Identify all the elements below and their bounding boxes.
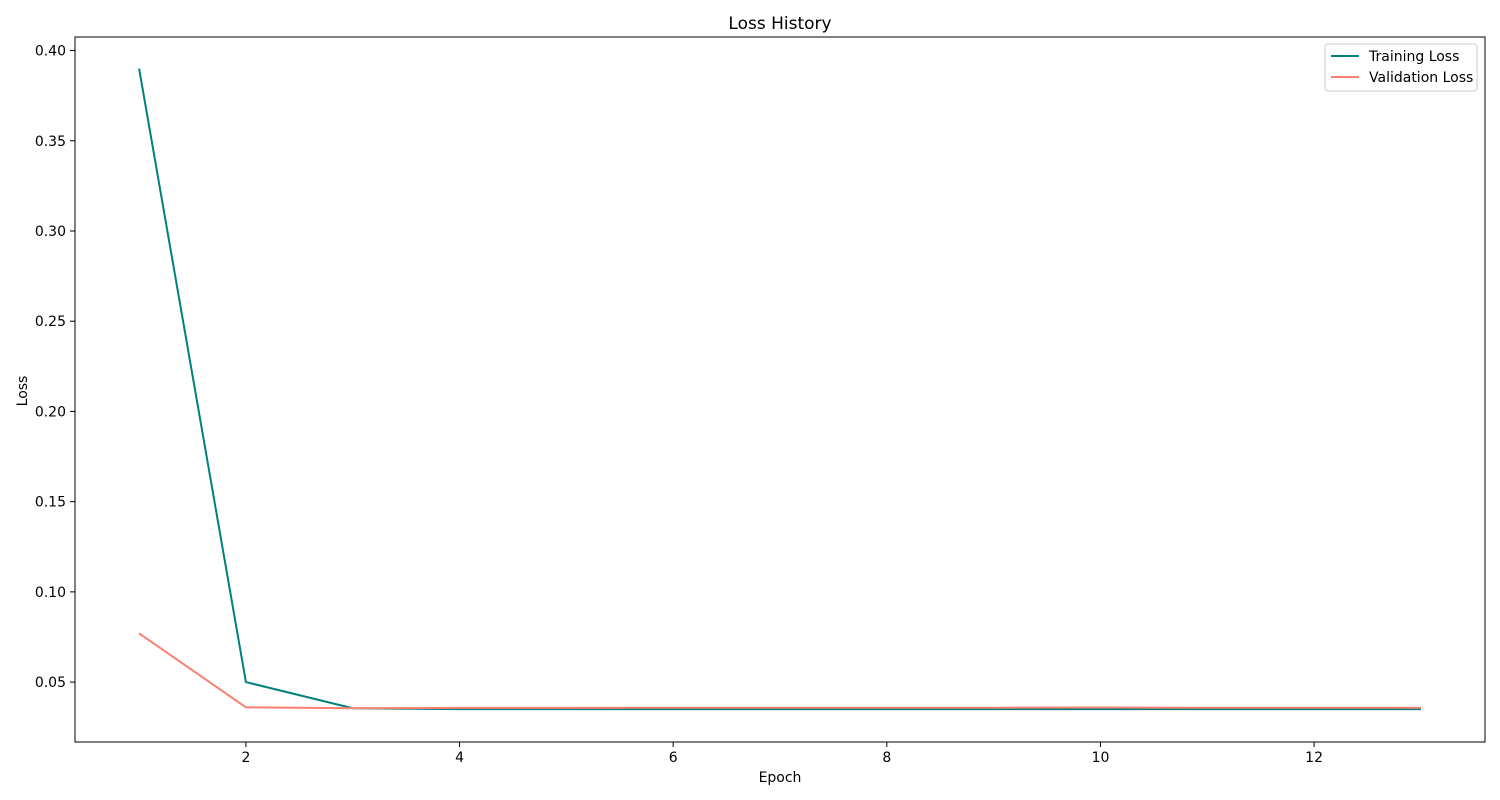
x-axis-label: Epoch [759,770,802,786]
y-axis-label: Loss [15,376,31,407]
plot-area [74,36,1486,743]
x-tick-label: 12 [1305,750,1323,766]
legend: Training Loss Validation Loss [1324,43,1478,92]
legend-box [1324,43,1478,92]
validation-loss-line [138,632,1421,710]
y-tick-label: 0.40 [35,44,66,60]
y-tick-label: 0.35 [35,134,66,150]
y-tick-label: 0.10 [35,585,66,601]
y-tick-label: 0.25 [35,314,66,330]
x-tick-label: 6 [669,750,678,766]
y-tick-label: 0.15 [35,495,66,511]
plot-frame [74,36,1486,743]
series-layer [138,68,1421,711]
training-loss-line [138,68,1421,711]
x-axis-ticks: 2 4 6 8 10 12 [241,742,1323,766]
training-loss-legend-label: Training Loss [1368,49,1459,65]
validation-loss-legend-label: Validation Loss [1369,70,1473,86]
chart-title: Loss History [728,14,831,34]
x-tick-label: 8 [882,750,891,766]
x-tick-label: 10 [1092,750,1110,766]
y-tick-label: 0.20 [35,404,66,420]
y-tick-label: 0.30 [35,224,66,240]
y-tick-label: 0.05 [35,675,66,691]
y-axis-ticks: 0.05 0.10 0.15 0.20 0.25 0.30 0.35 0.40 [35,44,75,691]
x-tick-label: 2 [241,750,250,766]
x-tick-label: 4 [455,750,464,766]
